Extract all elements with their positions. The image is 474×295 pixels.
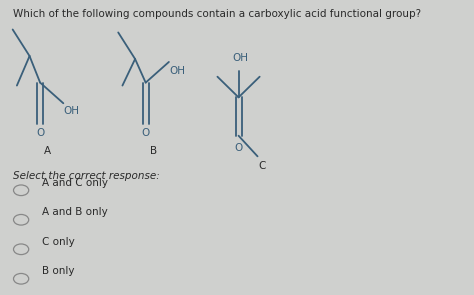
Text: O: O	[234, 143, 243, 153]
Text: Select the correct response:: Select the correct response:	[13, 171, 159, 181]
Text: Which of the following compounds contain a carboxylic acid functional group?: Which of the following compounds contain…	[13, 9, 421, 19]
Text: A: A	[44, 146, 51, 156]
Text: A and B only: A and B only	[42, 207, 108, 217]
Text: OH: OH	[169, 66, 185, 76]
Text: O: O	[36, 128, 44, 138]
Text: OH: OH	[64, 106, 79, 116]
Text: B only: B only	[42, 266, 75, 276]
Text: O: O	[141, 128, 150, 138]
Text: OH: OH	[232, 53, 248, 63]
Text: C only: C only	[42, 237, 75, 247]
Text: B: B	[150, 146, 157, 156]
Text: A and C only: A and C only	[42, 178, 108, 188]
Text: C: C	[259, 161, 266, 171]
